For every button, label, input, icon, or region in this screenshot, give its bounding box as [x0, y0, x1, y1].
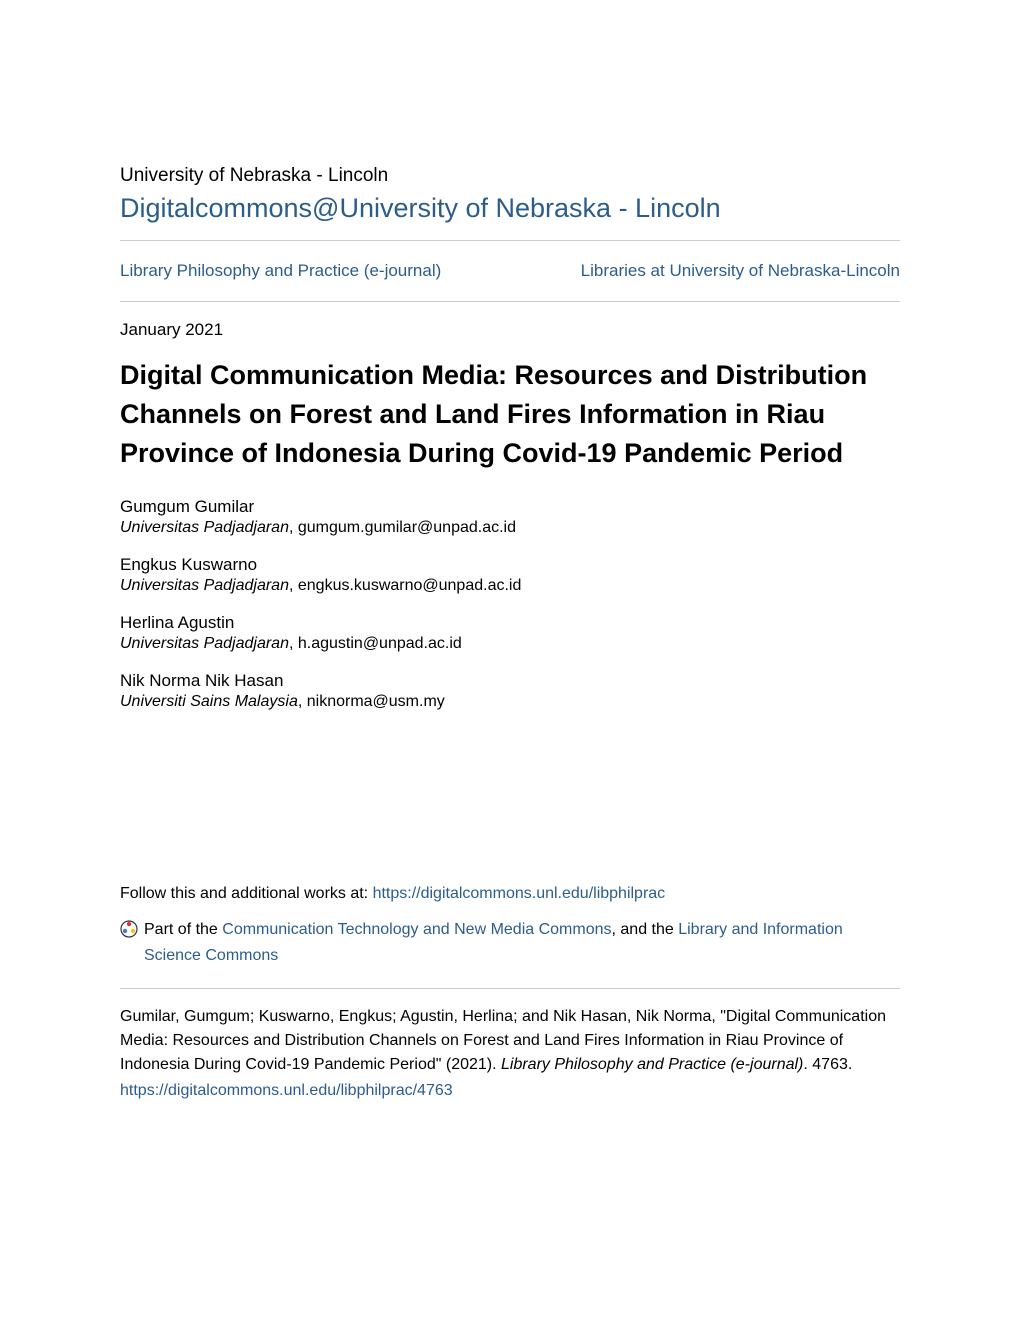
commons-link-1[interactable]: Communication Technology and New Media C… — [222, 921, 611, 938]
nav-link-journal[interactable]: Library Philosophy and Practice (e-journ… — [120, 261, 441, 281]
author-affiliation-name: Universitas Padjadjaran — [120, 635, 289, 652]
part-of-prefix: Part of the — [144, 921, 222, 938]
network-icon — [120, 920, 138, 938]
and-the-text: , and the — [612, 921, 679, 938]
nav-row: Library Philosophy and Practice (e-journ… — [120, 253, 900, 289]
divider-citation — [120, 988, 900, 989]
repository-link[interactable]: Digitalcommons@University of Nebraska - … — [120, 193, 900, 224]
author-email: , engkus.kuswarno@unpad.ac.id — [289, 577, 521, 594]
follow-section: Follow this and additional works at: htt… — [120, 881, 900, 968]
author-affiliation: Universitas Padjadjaran, h.agustin@unpad… — [120, 635, 900, 653]
author-affiliation: Universitas Padjadjaran, engkus.kuswarno… — [120, 577, 900, 595]
follow-url-link[interactable]: https://digitalcommons.unl.edu/libphilpr… — [373, 885, 666, 902]
author-email: , h.agustin@unpad.ac.id — [289, 635, 462, 652]
author-name: Gumgum Gumilar — [120, 497, 900, 517]
author-block: Nik Norma Nik Hasan Universiti Sains Mala… — [120, 671, 900, 711]
author-block: Engkus Kuswarno Universitas Padjadjaran, … — [120, 555, 900, 595]
part-of-row: Part of the Communication Technology and… — [120, 917, 900, 968]
follow-works-line: Follow this and additional works at: htt… — [120, 881, 900, 907]
citation-section: Gumilar, Gumgum; Kuswarno, Engkus; Agust… — [120, 1005, 900, 1103]
author-email: , niknorma@usm.my — [298, 693, 445, 710]
author-affiliation-name: Universiti Sains Malaysia — [120, 693, 298, 710]
divider-top — [120, 240, 900, 241]
part-of-text: Part of the Communication Technology and… — [144, 917, 900, 968]
institution-name: University of Nebraska - Lincoln — [120, 165, 900, 187]
citation-text-2: . 4763. — [803, 1056, 852, 1073]
nav-link-libraries[interactable]: Libraries at University of Nebraska-Linc… — [581, 261, 900, 281]
author-affiliation-name: Universitas Padjadjaran — [120, 577, 289, 594]
divider-nav — [120, 301, 900, 302]
author-affiliation-name: Universitas Padjadjaran — [120, 519, 289, 536]
author-block: Herlina Agustin Universitas Padjadjaran, … — [120, 613, 900, 653]
author-email: , gumgum.gumilar@unpad.ac.id — [289, 519, 516, 536]
author-name: Herlina Agustin — [120, 613, 900, 633]
author-affiliation: Universiti Sains Malaysia, niknorma@usm.… — [120, 693, 900, 711]
author-affiliation: Universitas Padjadjaran, gumgum.gumilar@… — [120, 519, 900, 537]
publication-date: January 2021 — [120, 320, 900, 340]
citation-journal: Library Philosophy and Practice (e-journ… — [501, 1056, 803, 1073]
author-block: Gumgum Gumilar Universitas Padjadjaran, g… — [120, 497, 900, 537]
citation-url-link[interactable]: https://digitalcommons.unl.edu/libphilpr… — [120, 1079, 900, 1103]
author-name: Nik Norma Nik Hasan — [120, 671, 900, 691]
article-title: Digital Communication Media: Resources a… — [120, 356, 900, 473]
follow-prefix: Follow this and additional works at: — [120, 885, 373, 902]
author-name: Engkus Kuswarno — [120, 555, 900, 575]
